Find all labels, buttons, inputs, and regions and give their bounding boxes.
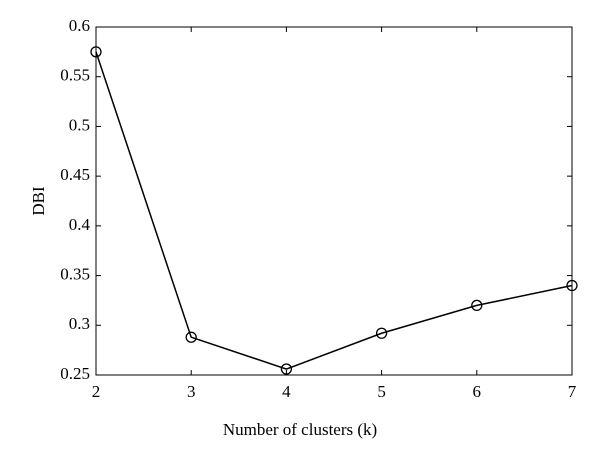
y-axis-label: DBI [29, 186, 48, 216]
x-tick-label: 4 [282, 382, 291, 401]
y-tick-label: 0.45 [60, 165, 90, 184]
x-tick-label: 5 [377, 382, 386, 401]
y-tick-label: 0.4 [69, 215, 91, 234]
data-point [90, 46, 102, 58]
y-tick-label: 0.6 [69, 16, 90, 35]
data-point [566, 279, 578, 292]
y-tick-label: 0.35 [60, 264, 90, 283]
x-tick-label: 3 [187, 382, 196, 401]
plot-frame [95, 26, 573, 376]
x-tick-label: 7 [568, 382, 577, 401]
data-point [280, 363, 293, 375]
y-tick-label: 0.3 [69, 314, 90, 333]
data-point [375, 327, 388, 339]
x-tick-label: 6 [473, 382, 482, 401]
series-line [95, 51, 573, 370]
data-point [185, 331, 197, 343]
y-tick-label: 0.5 [69, 115, 90, 134]
y-tick-label: 0.25 [60, 364, 90, 383]
y-tick-label: 0.55 [60, 66, 90, 85]
x-tick-label: 2 [92, 382, 101, 401]
data-point [471, 299, 483, 312]
x-axis-label: Number of clusters (k) [223, 420, 377, 439]
